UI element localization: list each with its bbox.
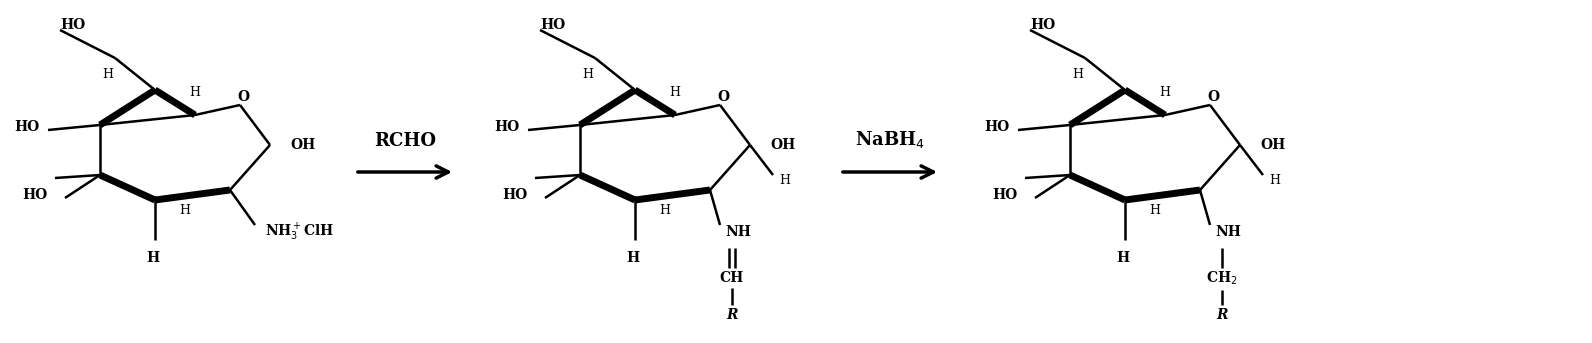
Text: H: H xyxy=(1149,203,1161,216)
Text: H: H xyxy=(146,251,159,265)
Text: H: H xyxy=(780,174,791,187)
Text: HO: HO xyxy=(22,188,48,202)
Text: HO: HO xyxy=(985,120,1009,134)
Text: NaBH$_4$: NaBH$_4$ xyxy=(855,129,925,150)
Text: OH: OH xyxy=(290,138,315,152)
Text: CH$_2$: CH$_2$ xyxy=(1207,269,1237,287)
Text: R: R xyxy=(726,308,737,322)
Text: HO: HO xyxy=(503,188,529,202)
Text: H: H xyxy=(659,203,670,216)
Text: RCHO: RCHO xyxy=(374,132,436,150)
Text: HO: HO xyxy=(993,188,1017,202)
Text: HO: HO xyxy=(540,18,565,32)
Text: NH$_3^+$ClH: NH$_3^+$ClH xyxy=(264,221,334,243)
Text: HO: HO xyxy=(60,18,86,32)
Text: OH: OH xyxy=(1259,138,1285,152)
Text: NH: NH xyxy=(724,225,751,239)
Text: OH: OH xyxy=(771,138,796,152)
Text: H: H xyxy=(102,69,113,82)
Text: H: H xyxy=(1159,85,1170,98)
Text: H: H xyxy=(583,69,594,82)
Text: H: H xyxy=(626,251,640,265)
Text: H: H xyxy=(1073,69,1084,82)
Text: HO: HO xyxy=(14,120,40,134)
Text: O: O xyxy=(716,90,729,104)
Text: O: O xyxy=(1207,90,1219,104)
Text: H: H xyxy=(189,85,201,98)
Text: O: O xyxy=(237,90,248,104)
Text: HO: HO xyxy=(1030,18,1055,32)
Text: H: H xyxy=(1269,174,1280,187)
Text: HO: HO xyxy=(495,120,521,134)
Text: H: H xyxy=(1116,251,1130,265)
Text: R: R xyxy=(1216,308,1227,322)
Text: H: H xyxy=(670,85,680,98)
Text: H: H xyxy=(180,203,191,216)
Text: NH: NH xyxy=(1215,225,1240,239)
Text: CH: CH xyxy=(720,271,743,285)
